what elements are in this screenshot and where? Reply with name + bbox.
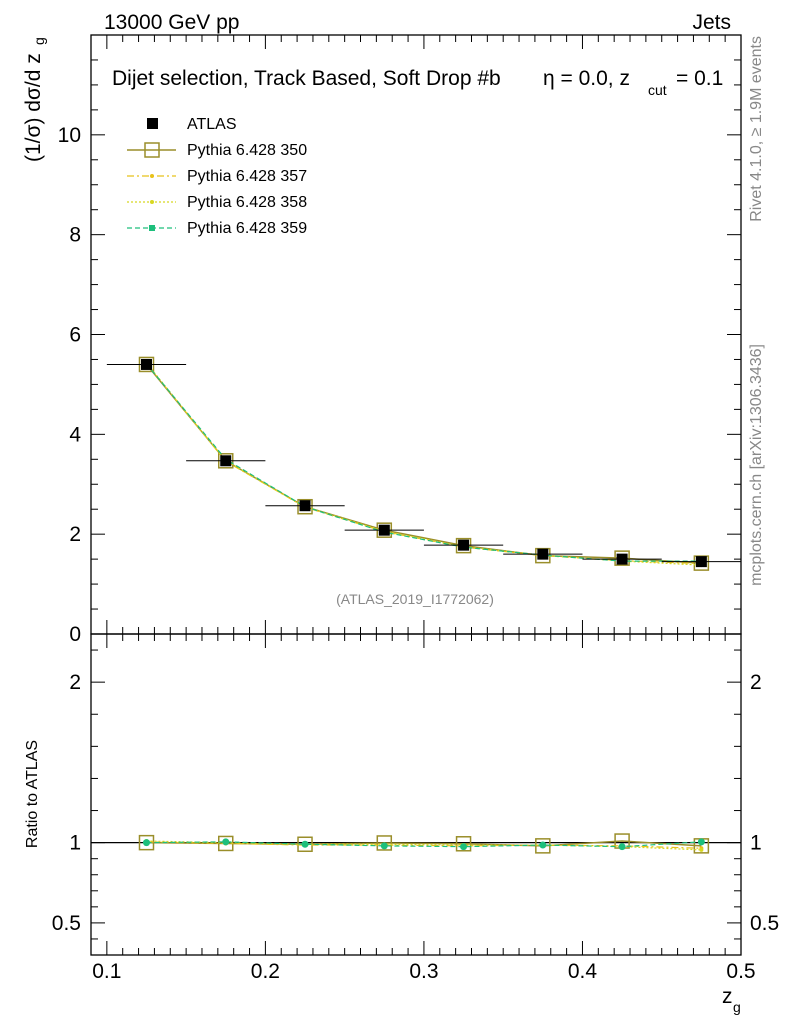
ratio-ytick-label-left: 0.5 [52,912,81,935]
ratio-point [535,838,551,854]
main-title-value: = 0.1 [676,67,723,90]
ratio-ytick-label-right: 1 [750,832,762,855]
title-eta-text: η = 0.0, z [543,67,630,90]
ratio-xtick-label: 0.3 [409,960,438,983]
main-ytick-label: 10 [58,124,81,147]
series-line [146,363,702,562]
ratio-x-axis-label-sub: g [733,999,741,1015]
main-y-axis-label-sub: g [31,37,47,45]
legend-359-marker [149,225,155,231]
series-point [693,555,710,571]
legend-entry-357: Pythia 6.428 357 [127,168,307,185]
ratio-point [301,840,309,848]
ratio-point [380,842,388,850]
legend-350-label: Pythia 6.428 350 [187,142,307,159]
title-cut-text: cut [648,82,667,98]
legend-350-marker [144,142,160,158]
legend-atlas-marker [147,118,158,129]
ratio-xtick-label: 0.4 [568,960,598,983]
main-title-cut: cut [648,82,667,98]
ratio-xtick-labels: 0.1 0.2 0.3 0.4 0.5 [92,960,755,983]
ratio-line [146,841,702,849]
xlabel-sub-text: g [733,999,741,1015]
legend-atlas-label: ATLAS [187,116,237,133]
legend: ATLAS Pythia 6.428 350 Pythia 6.428 357 … [127,116,307,237]
ratio-point [618,843,626,851]
legend-358-marker [150,200,154,204]
ratio-point [455,836,472,852]
series-point [297,498,313,515]
ylabel-main-text: (1/σ) dσ/d z [22,53,45,162]
analysis-watermark: (ATLAS_2019_I1772062) [336,591,494,607]
main-y-axis-label: (1/σ) dσ/d z [22,53,45,162]
title-value-text: = 0.1 [676,67,723,90]
ratio-ytick-label-right: 0.5 [750,912,779,935]
legend-357-label: Pythia 6.428 357 [187,168,307,185]
series-line [146,362,702,566]
ratio-series [138,833,710,854]
ratio-pythia-6-428-359 [142,838,705,851]
header-category: Jets [692,11,731,34]
side-mcplots-info: mcplots.cern.ch [arXiv:1306.3436] [748,344,765,586]
ratio-xtick-label: 0.1 [92,960,121,983]
legend-entry-atlas: ATLAS [147,116,237,133]
ratio-point [142,839,150,847]
ratio-point [697,838,705,846]
header-energy: 13000 GeV pp [104,11,239,34]
legend-359-label: Pythia 6.428 359 [187,220,307,237]
ratio-point [539,841,547,849]
ratio-point [460,843,468,851]
ratio-xtick-label: 0.2 [251,960,280,983]
ratio-point [699,847,704,852]
ratio-point [222,838,230,846]
ratio-ytick-label-right: 2 [750,671,762,694]
side-rivet-info: Rivet 4.1.0, ≥ 1.9M events [748,36,765,222]
xlabel-main-text: z [722,985,733,1008]
main-ytick-label: 6 [69,324,81,347]
main-title-eta: η = 0.0, z [543,67,630,90]
main-title: Dijet selection, Track Based, Soft Drop … [112,67,501,90]
main-ytick-label: 8 [69,224,81,247]
main-ytick-label: 2 [69,523,81,546]
ratio-y-axis-label: Ratio to ATLAS [24,740,41,848]
ratio-point [138,834,155,851]
ratio-ytick-label-left: 1 [69,832,81,855]
ratio-ytick-labels: 0.5 0.5 1 1 2 2 [52,671,779,935]
main-series [106,356,741,571]
ratio-line [146,840,702,851]
ratio-frame [90,633,742,956]
series-point [614,550,630,566]
series-atlas [106,358,741,568]
legend-entry-358: Pythia 6.428 358 [127,194,307,211]
main-ytick-label: 0 [69,623,81,646]
ratio-panel: 0.5 0.5 1 1 2 2 0.1 0.2 0.3 0.4 0.5 Ratio to ATLA… [24,633,779,1015]
ratio-point [376,835,393,851]
main-ytick-labels: 0 2 4 6 8 10 [58,124,82,646]
main-panel: 0 2 4 6 8 10 Dijet selection, Track Based, So… [22,34,742,646]
ratio-ticks [90,634,742,955]
legend-entry-350: Pythia 6.428 350 [127,142,307,159]
ratio-x-axis-label: z [722,985,733,1008]
legend-entry-359: Pythia 6.428 359 [127,220,307,237]
title-text: Dijet selection, Track Based, Soft Drop … [112,67,501,90]
ratio-xtick-label: 0.5 [726,960,755,983]
ratio-line [146,841,702,848]
main-ytick-label: 4 [69,423,81,446]
ratio-ytick-label-left: 2 [69,671,81,694]
ylabel-sub-text: g [31,37,47,45]
legend-357-marker [150,174,154,178]
main-ticks [90,35,742,635]
legend-358-label: Pythia 6.428 358 [187,194,307,211]
